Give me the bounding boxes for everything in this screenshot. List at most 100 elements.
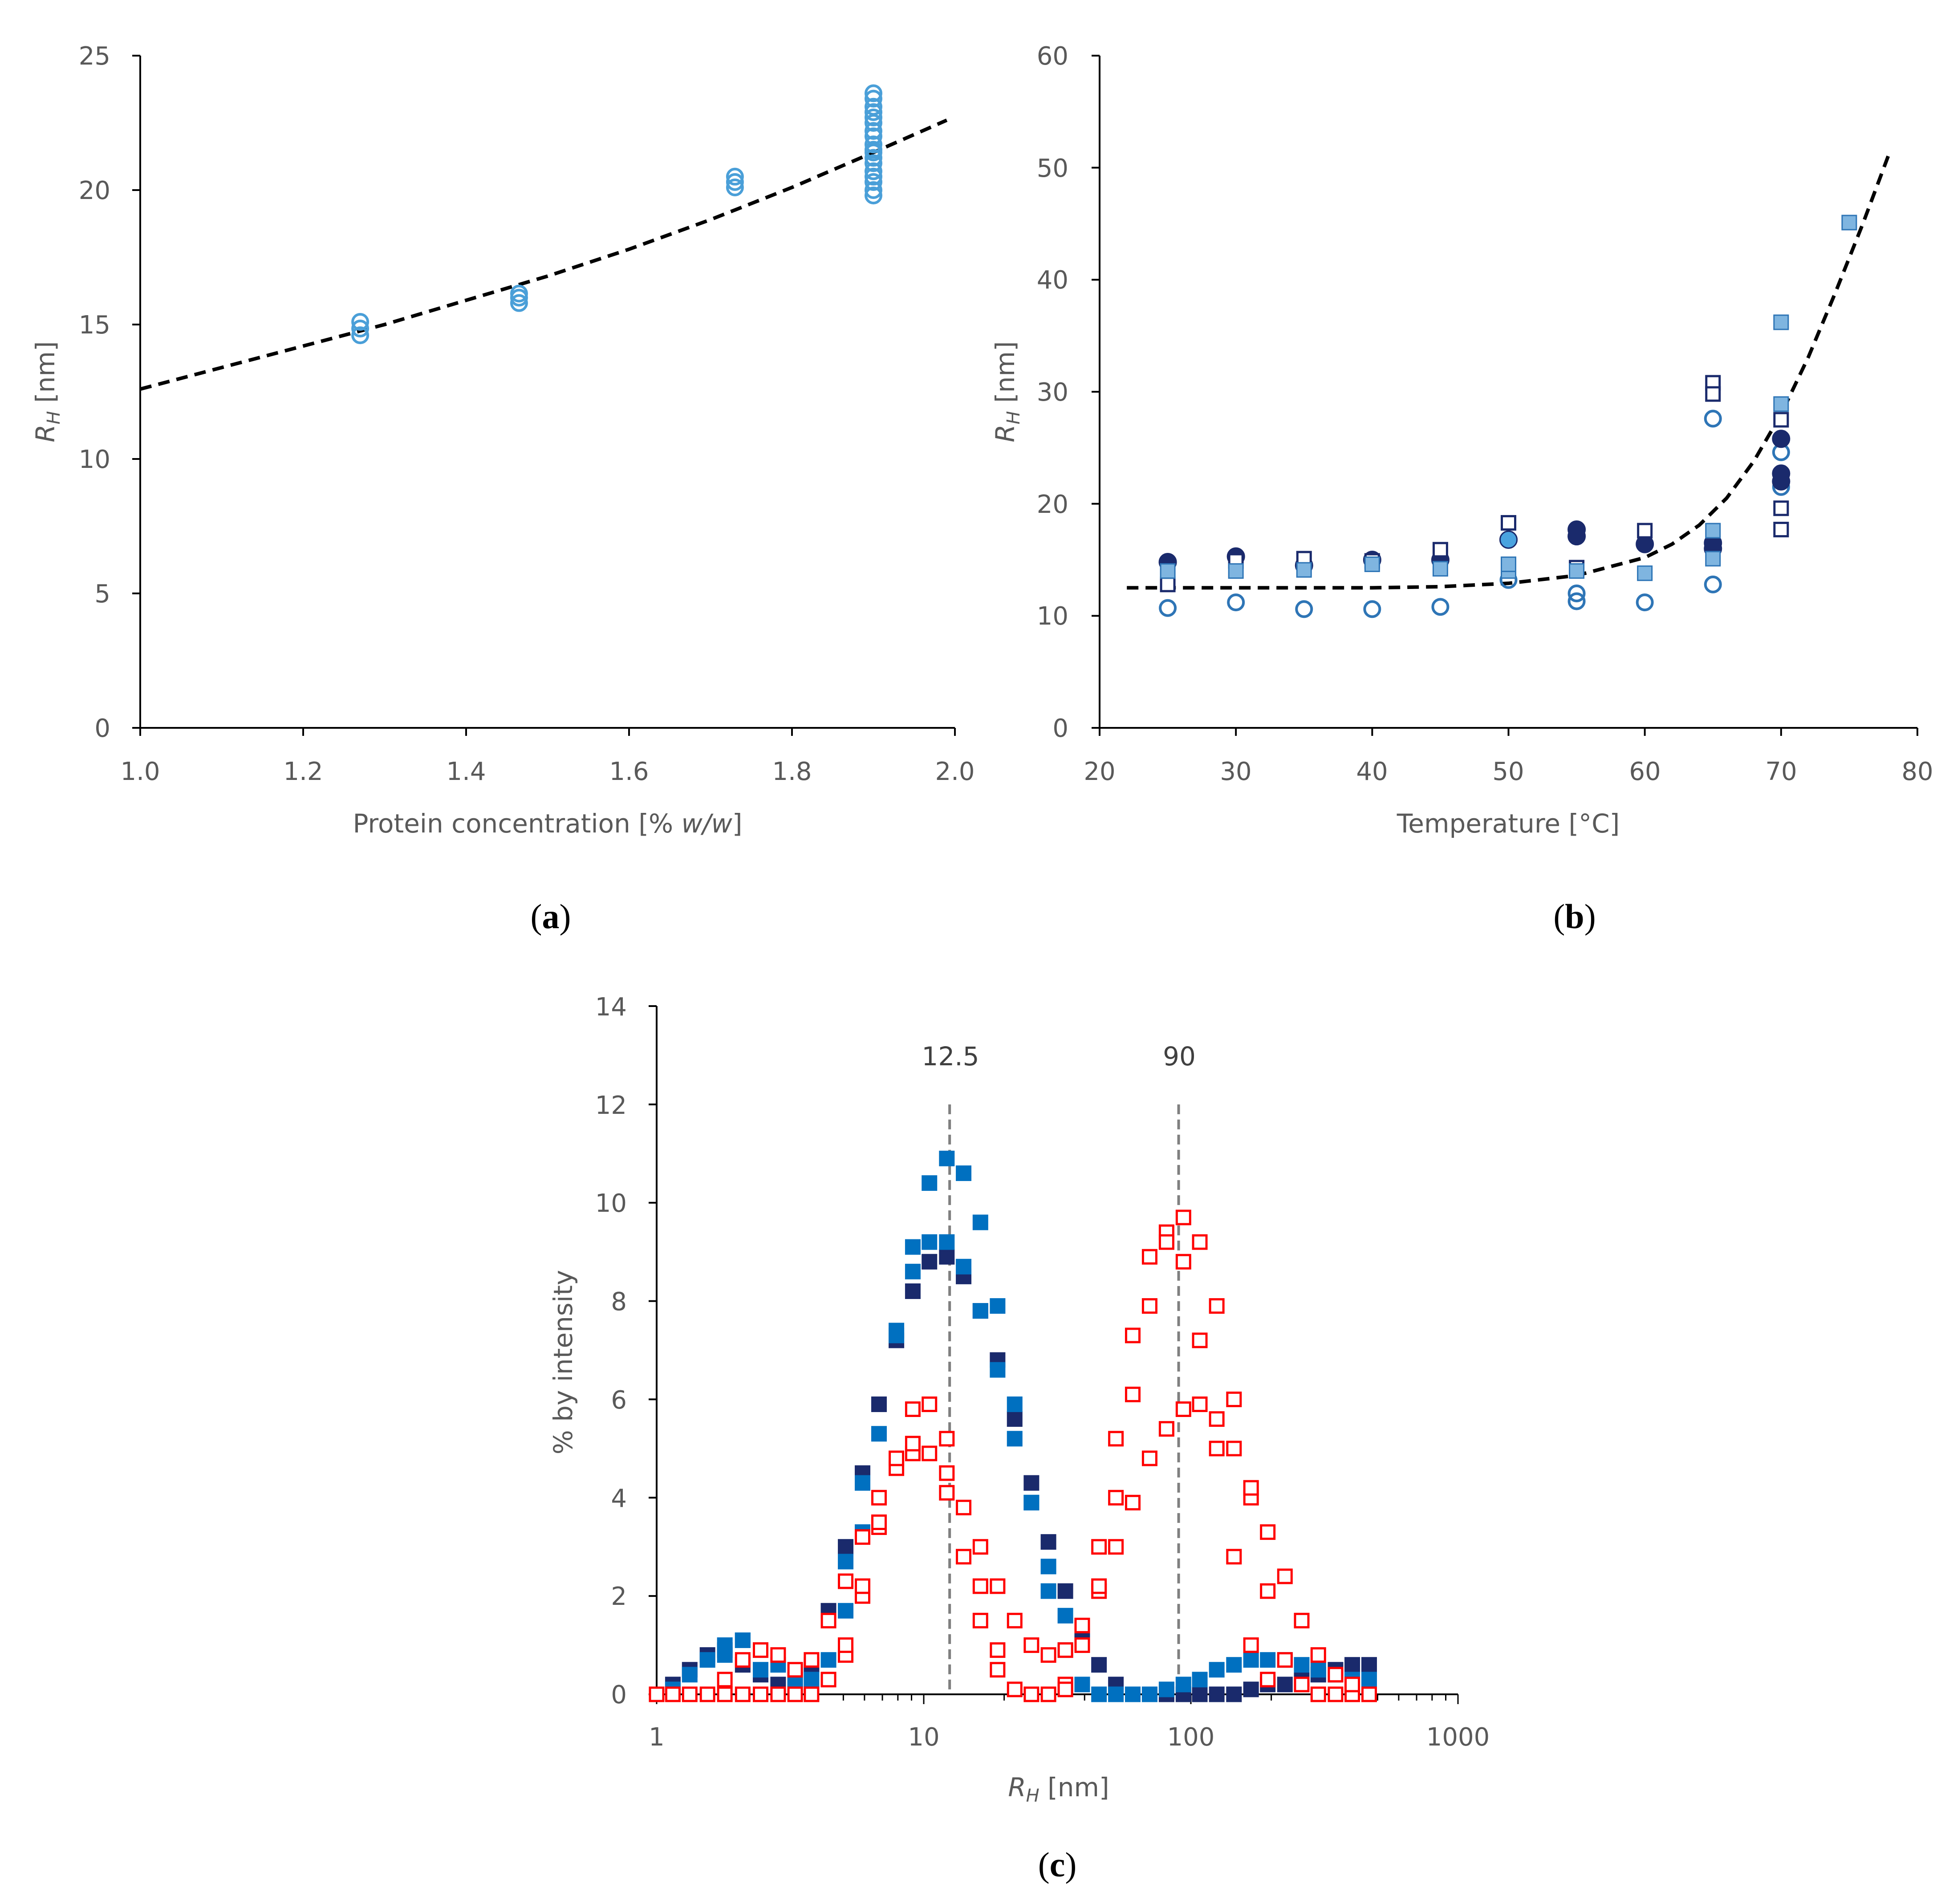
chart-c-data-point xyxy=(665,1686,681,1702)
chart-a-y-axis-title: RH [nm] xyxy=(30,341,64,442)
chart-a-y-tick-label: 5 xyxy=(94,580,110,609)
chart-b-data-point xyxy=(1705,386,1721,402)
chart-c-data-point xyxy=(1141,1450,1157,1466)
chart-c-data-point xyxy=(1294,1677,1310,1693)
chart-c-x-tick-label: 1 xyxy=(649,1723,665,1752)
chart-c-data-point xyxy=(956,1259,972,1275)
chart-c-data-point xyxy=(1141,1298,1157,1314)
chart-c-data-point xyxy=(922,1445,938,1461)
chart-b-data-point xyxy=(1772,430,1791,448)
chart-c-tick-marks xyxy=(649,1005,1459,1704)
chart-c-data-point xyxy=(1125,1328,1141,1344)
chart-c-data-point xyxy=(649,1686,665,1702)
chart-b-x-tick-label: 20 xyxy=(1084,757,1115,786)
chart-a-x-tick-label: 1.8 xyxy=(772,757,812,786)
chart-c-data-point xyxy=(1125,1686,1141,1702)
chart-c-x-tick-labels: 1 10 100 1000 xyxy=(649,1723,1490,1752)
chart-c-data-point xyxy=(1007,1411,1023,1427)
chart-c-y-tick-label: 14 xyxy=(595,993,627,1022)
chart-c-data-point xyxy=(1158,1234,1174,1250)
chart-c-data-point xyxy=(1361,1657,1377,1673)
chart-c-data-point xyxy=(1023,1686,1039,1702)
chart-c-data-point xyxy=(956,1499,972,1515)
chart-b-y-tick-label: 10 xyxy=(1037,602,1068,631)
chart-a-data-point xyxy=(865,103,882,121)
chart-c-data-point xyxy=(1209,1686,1225,1702)
chart-b-y-tick-label: 60 xyxy=(1037,42,1068,71)
chart-c-data-point xyxy=(905,1239,921,1255)
chart-a-x-tick-label: 1.6 xyxy=(609,757,649,786)
chart-c-data-point xyxy=(682,1667,698,1683)
chart-c-y-tick-label: 10 xyxy=(595,1189,627,1218)
chart-b-data-point xyxy=(1705,523,1721,539)
chart-b-y-tick-label: 40 xyxy=(1037,266,1068,295)
chart-a-data-point xyxy=(865,162,882,180)
chart-b-fit-line xyxy=(1127,150,1892,590)
chart-c-data-point xyxy=(956,1165,972,1181)
chart-b-data-point xyxy=(1773,500,1789,516)
chart-c-data-point xyxy=(1277,1677,1293,1693)
chart-c-data-point xyxy=(1007,1396,1023,1412)
chart-c-data-point xyxy=(905,1436,921,1452)
chart-c-data-point xyxy=(1023,1475,1039,1491)
chart-a-data-point xyxy=(351,326,370,345)
chart-c-x-tick-label: 100 xyxy=(1167,1723,1215,1752)
chart-c-data-point xyxy=(939,1431,955,1447)
chart-c-data-point xyxy=(1074,1617,1090,1633)
chart-c-data-point xyxy=(922,1175,938,1191)
chart-b-x-tick-labels: 20 30 40 50 60 70 80 xyxy=(1084,757,1933,786)
chart-c-data-point xyxy=(1192,1672,1208,1688)
chart-c-data-point xyxy=(1125,1494,1141,1510)
chart-b-data-point xyxy=(1501,515,1516,531)
chart-c-data-point xyxy=(905,1401,921,1417)
chart-c-reference-label: 90 xyxy=(1163,1041,1196,1072)
chart-b-x-tick-label: 40 xyxy=(1356,757,1388,786)
chart-c-data-point xyxy=(1209,1298,1225,1314)
chart-c-data-point xyxy=(1226,1549,1242,1565)
chart-c-data-point xyxy=(855,1529,871,1545)
chart-c-data-point xyxy=(735,1686,751,1702)
chart-b-data-point xyxy=(1501,556,1516,572)
chart-c-data-point xyxy=(1260,1652,1276,1668)
chart-a-data-point xyxy=(510,294,528,312)
chart-c-data-point xyxy=(905,1263,921,1279)
chart-a-fit-line xyxy=(139,118,948,391)
chart-c-data-point xyxy=(1057,1583,1073,1599)
chart-b-data-point xyxy=(1296,562,1312,578)
chart-c-data-point xyxy=(1141,1686,1157,1702)
chart-c-data-point xyxy=(787,1686,803,1702)
chart-c-data-point xyxy=(1074,1677,1090,1693)
chart-b-data-point xyxy=(1160,563,1176,579)
chart-c-data-point xyxy=(990,1578,1006,1594)
chart-c-data-point xyxy=(838,1554,854,1570)
chart-c-data-point xyxy=(1108,1686,1124,1702)
chart-c-data-point xyxy=(1023,1637,1039,1653)
chart-a-data-point xyxy=(865,135,882,154)
chart-c-data-point xyxy=(838,1603,854,1619)
chart-c-data-point xyxy=(1108,1490,1124,1506)
chart-a-data-point xyxy=(865,141,882,159)
chart-a-data-point xyxy=(865,122,882,140)
chart-c-data-point xyxy=(752,1686,768,1702)
chart-c-y-tick-labels: 0 2 4 6 8 10 12 14 xyxy=(595,993,627,1709)
chart-a-y-tick-label: 10 xyxy=(79,445,110,474)
chart-b-x-tick-label: 70 xyxy=(1765,757,1797,786)
chart-c-data-point xyxy=(717,1686,733,1702)
chart-b-x-tick-label: 30 xyxy=(1220,757,1251,786)
chart-a-data-point xyxy=(865,97,882,116)
chart-c-data-point xyxy=(1209,1441,1225,1457)
chart-c-data-point xyxy=(770,1647,786,1663)
chart-c-data-point xyxy=(1243,1637,1259,1653)
chart-c-y-axis-title: % by intensity xyxy=(548,1270,578,1455)
chart-a-x-tick-label: 1.4 xyxy=(446,757,486,786)
chart-c-data-point xyxy=(1226,1686,1242,1702)
chart-c-data-point xyxy=(820,1652,836,1668)
chart-c-data-point xyxy=(1091,1578,1107,1594)
chart-b-data-point xyxy=(1432,542,1448,558)
chart-c-data-point xyxy=(820,1672,836,1688)
chart-a-data-point xyxy=(865,154,882,172)
chart-b-y-tick-labels: 0 10 20 30 40 50 60 xyxy=(1037,42,1068,743)
chart-c-data-point xyxy=(820,1612,836,1628)
chart-c-data-point xyxy=(922,1396,938,1412)
chart-c-data-point xyxy=(1057,1608,1073,1624)
